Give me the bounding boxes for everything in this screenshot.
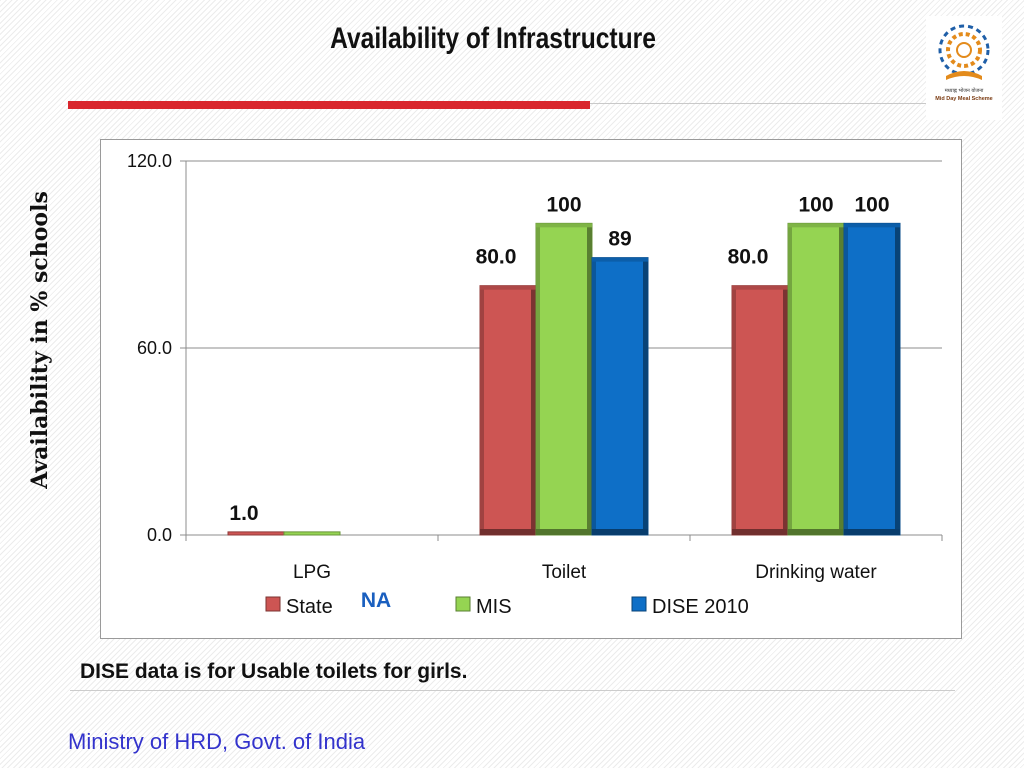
data-label: 80.0 xyxy=(728,246,769,269)
page-title: Availability of Infrastructure xyxy=(330,22,656,55)
y-tick-label: 0.0 xyxy=(147,525,172,545)
title-underline xyxy=(68,101,590,109)
bar-bevel-bottom xyxy=(480,529,536,535)
data-label: 89 xyxy=(608,228,631,251)
bar-mis xyxy=(535,222,593,536)
bar-bevel-top xyxy=(480,285,536,290)
bar-state xyxy=(227,531,285,536)
legend-label: DISE 2010 xyxy=(652,596,749,618)
bar-bevel-top xyxy=(592,257,648,262)
logo-hindi-text: मध्याह्न भोजन योजना xyxy=(944,88,984,94)
bar-bevel-bottom xyxy=(844,529,900,535)
data-label: 100 xyxy=(546,193,581,216)
bar-bevel-top xyxy=(788,223,844,228)
bar-bevel-top xyxy=(536,223,592,228)
data-label: 100 xyxy=(798,193,833,216)
bar-bevel-left xyxy=(844,223,848,536)
bar-bevel-right xyxy=(783,285,788,535)
bar-bevel-left xyxy=(592,257,596,535)
logo-english-text: Mid Day Meal Scheme xyxy=(935,96,993,102)
bar-bevel-right xyxy=(839,223,844,536)
bar-state xyxy=(479,285,537,536)
legend-swatch-mis xyxy=(455,596,471,612)
mid-day-meal-scheme-logo: मध्याह्न भोजन योजना Mid Day Meal Scheme xyxy=(926,16,1002,120)
bar-bevel-right xyxy=(531,285,536,535)
bar-bevel-left xyxy=(536,223,540,536)
data-label: 100 xyxy=(854,193,889,216)
x-tick-label: LPG xyxy=(293,562,331,583)
bar-bevel-right xyxy=(643,257,648,535)
bar-bevel-top xyxy=(732,285,788,290)
na-annotation: NA xyxy=(361,589,391,612)
data-label: 1.0 xyxy=(229,502,258,525)
bar-bevel-left xyxy=(788,223,792,536)
bar-bevel-right xyxy=(587,223,592,536)
bottom-divider xyxy=(70,690,955,691)
bar-bevel-left xyxy=(480,285,484,535)
legend-label: MIS xyxy=(476,596,512,618)
bar-bevel-bottom xyxy=(592,529,648,535)
bar-bevel-right xyxy=(895,223,900,536)
footer-ministry: Ministry of HRD, Govt. of India xyxy=(68,729,366,754)
bar-mis xyxy=(283,531,341,536)
title-rule-thin xyxy=(590,103,930,104)
bar-dise-2010 xyxy=(591,257,649,536)
legend-label: State xyxy=(286,596,333,618)
bar-bevel-top xyxy=(844,223,900,228)
bar-bevel-bottom xyxy=(536,529,592,535)
bar-dise-2010 xyxy=(843,222,901,536)
footnote: DISE data is for Usable toilets for girl… xyxy=(80,660,468,683)
bar-bevel-left xyxy=(732,285,736,535)
bar-bevel-bottom xyxy=(788,529,844,535)
legend-swatch-state xyxy=(265,596,281,612)
x-tick-label: Toilet xyxy=(542,562,587,583)
bar-bevel-bottom xyxy=(732,529,788,535)
y-tick-label: 120.0 xyxy=(127,151,172,171)
bar-mis xyxy=(787,222,845,536)
data-label: 80.0 xyxy=(476,246,517,269)
legend-swatch-dise-2010 xyxy=(631,596,647,612)
logo-emblem-icon xyxy=(938,24,990,80)
x-tick-label: Drinking water xyxy=(755,562,877,583)
bar-state xyxy=(731,285,789,536)
y-tick-label: 60.0 xyxy=(137,338,172,358)
